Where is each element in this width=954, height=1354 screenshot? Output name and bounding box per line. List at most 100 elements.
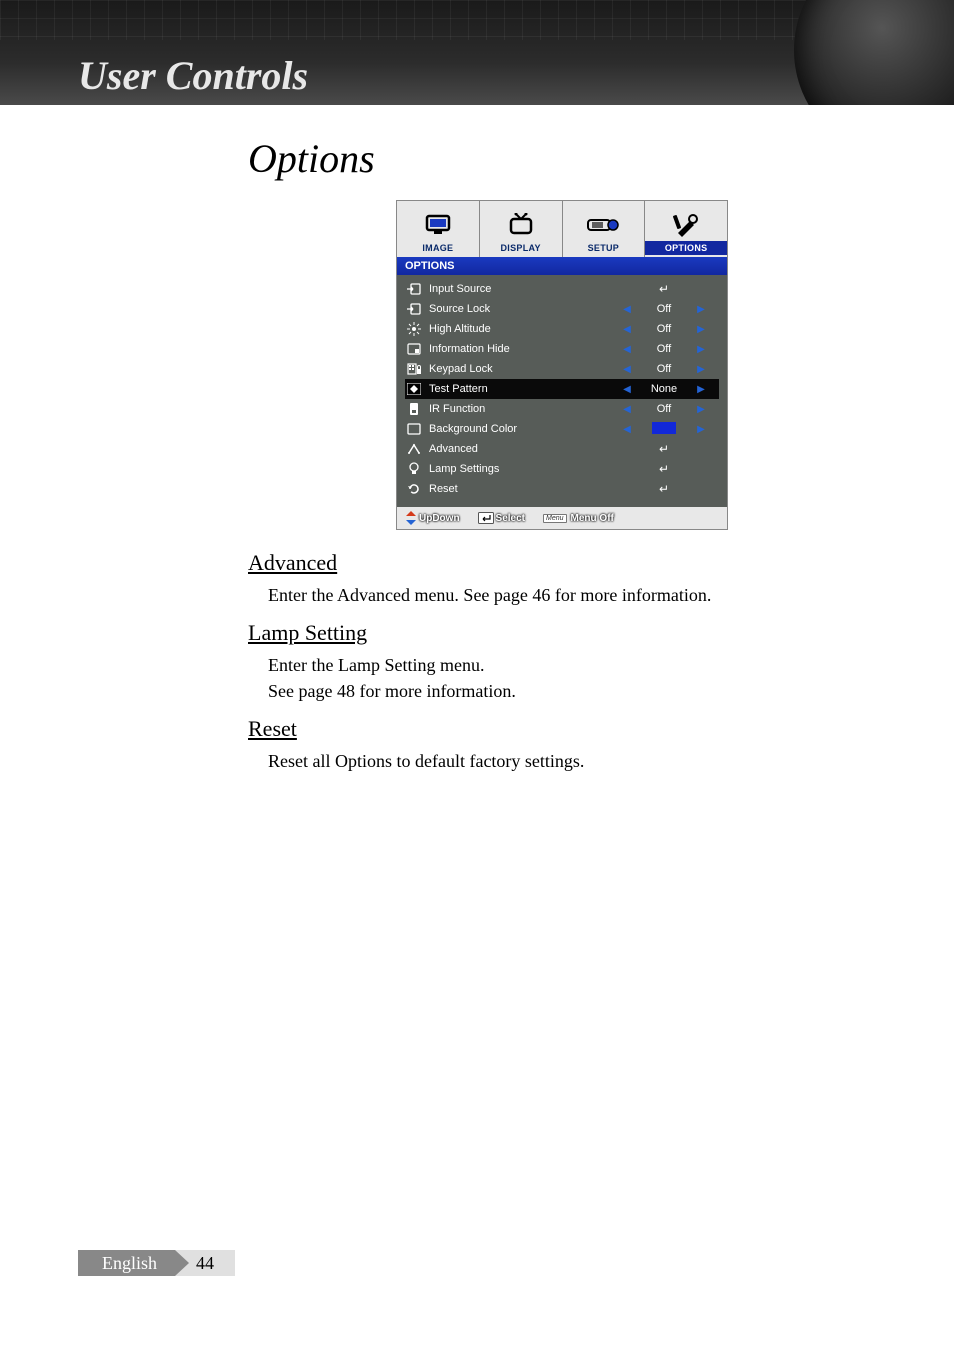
advanced-icon	[405, 442, 423, 456]
arrow-right-icon[interactable]: ▶	[696, 384, 706, 395]
osd-row-label: Information Hide	[429, 343, 609, 355]
page-header: User Controls	[0, 0, 954, 105]
subsection-title-lamp-setting: Lamp Setting	[248, 620, 876, 646]
page-footer: English 44	[78, 1250, 235, 1276]
osd-footer: UpDown Select Menu Menu Off	[397, 507, 727, 529]
tab-setup[interactable]: SETUP	[563, 201, 646, 257]
section-title: Options	[248, 135, 876, 182]
osd-row-information-hide[interactable]: Information Hide◀Off▶	[405, 339, 719, 359]
osd-row-lamp-settings[interactable]: Lamp Settings↵	[405, 459, 719, 479]
osd-row-label: Keypad Lock	[429, 363, 609, 375]
projector-icon	[586, 211, 620, 239]
lamp-settings-icon	[405, 462, 423, 476]
arrow-left-icon[interactable]: ◀	[622, 304, 632, 315]
osd-row-value: Off	[634, 343, 694, 355]
osd-row-label: Lamp Settings	[429, 463, 609, 475]
keypad-lock-icon	[405, 362, 423, 376]
arrow-left-icon[interactable]: ◀	[622, 404, 632, 415]
body-sections: AdvancedEnter the Advanced menu. See pag…	[248, 550, 876, 774]
arrow-left-icon[interactable]: ◀	[622, 424, 632, 435]
osd-row-source-lock[interactable]: Source Lock◀Off▶	[405, 299, 719, 319]
osd-row-reset[interactable]: Reset↵	[405, 479, 719, 499]
osd-row-value: Off	[634, 363, 694, 375]
background-color-icon	[405, 422, 423, 436]
tab-display-label: DISPLAY	[500, 241, 540, 255]
enter-arrow-icon: ↵	[609, 482, 719, 496]
input-source-icon	[405, 282, 423, 296]
osd-row-label: IR Function	[429, 403, 609, 415]
osd-row-value: Off	[634, 323, 694, 335]
toggle-control: ◀Off▶	[609, 403, 719, 415]
reset-icon	[405, 482, 423, 496]
osd-row-value: Off	[634, 403, 694, 415]
footer-select-label: Select	[496, 513, 525, 524]
osd-row-value: Off	[634, 303, 694, 315]
color-control: ◀▶	[609, 422, 719, 437]
footer-updown-label: UpDown	[419, 513, 460, 524]
header-title: User Controls	[78, 52, 308, 99]
footer-updown: UpDown	[405, 511, 460, 525]
osd-bar: OPTIONS	[397, 257, 727, 275]
osd-row-advanced[interactable]: Advanced↵	[405, 439, 719, 459]
toggle-control: ◀None▶	[609, 383, 719, 395]
osd-row-label: Source Lock	[429, 303, 609, 315]
arrow-right-icon[interactable]: ▶	[696, 344, 706, 355]
tv-icon	[504, 211, 538, 239]
subsection-text: Reset all Options to default factory set…	[268, 748, 876, 774]
footer-menuoff-label: Menu Off	[571, 513, 614, 524]
source-lock-icon	[405, 302, 423, 316]
osd-row-label: Background Color	[429, 423, 609, 435]
arrow-left-icon[interactable]: ◀	[622, 324, 632, 335]
osd-row-label: Reset	[429, 483, 609, 495]
arrow-left-icon[interactable]: ◀	[622, 384, 632, 395]
osd-tabs: IMAGE DISPLAY SETUP OPTIONS	[397, 201, 727, 257]
menu-box-icon: Menu	[543, 514, 567, 523]
footer-page-number: 44	[196, 1253, 214, 1274]
osd-row-label: Input Source	[429, 283, 609, 295]
toggle-control: ◀Off▶	[609, 323, 719, 335]
monitor-icon	[421, 211, 455, 239]
ir-function-icon	[405, 402, 423, 416]
tab-image-label: IMAGE	[422, 241, 453, 255]
toggle-control: ◀Off▶	[609, 303, 719, 315]
arrow-right-icon[interactable]: ▶	[696, 424, 706, 435]
enter-arrow-icon: ↵	[609, 282, 719, 296]
subsection-text: See page 48 for more information.	[268, 678, 876, 704]
osd-row-high-altitude[interactable]: High Altitude◀Off▶	[405, 319, 719, 339]
tab-image[interactable]: IMAGE	[397, 201, 480, 257]
high-altitude-icon	[405, 322, 423, 336]
enter-key-icon	[478, 512, 494, 524]
subsection-text: Enter the Advanced menu. See page 46 for…	[268, 582, 876, 608]
enter-arrow-icon: ↵	[609, 462, 719, 476]
subsection-text: Enter the Lamp Setting menu.	[268, 652, 876, 678]
tab-options[interactable]: OPTIONS	[645, 201, 727, 257]
osd-list: Input Source↵Source Lock◀Off▶High Altitu…	[397, 275, 727, 507]
footer-menu: Menu Menu Off	[543, 513, 614, 524]
osd-row-label: Test Pattern	[429, 383, 609, 395]
lens-decoration	[794, 0, 954, 105]
content: Options IMAGE DISPLAY SETUP	[0, 105, 954, 774]
color-swatch	[634, 422, 694, 437]
osd-row-test-pattern[interactable]: Test Pattern◀None▶	[405, 379, 719, 399]
footer-select: Select	[478, 512, 525, 524]
osd-menu: IMAGE DISPLAY SETUP OPTIONS OP	[396, 200, 728, 530]
footer-page-wrap: 44	[175, 1250, 235, 1276]
osd-row-value: None	[634, 383, 694, 395]
updown-icon	[405, 511, 417, 525]
toggle-control: ◀Off▶	[609, 363, 719, 375]
osd-row-ir-function[interactable]: IR Function◀Off▶	[405, 399, 719, 419]
arrow-right-icon[interactable]: ▶	[696, 304, 706, 315]
arrow-left-icon[interactable]: ◀	[622, 344, 632, 355]
arrow-right-icon[interactable]: ▶	[696, 364, 706, 375]
arrow-right-icon[interactable]: ▶	[696, 324, 706, 335]
osd-row-background-color[interactable]: Background Color◀▶	[405, 419, 719, 439]
toggle-control: ◀Off▶	[609, 343, 719, 355]
arrow-right-icon[interactable]: ▶	[696, 404, 706, 415]
tab-options-label: OPTIONS	[645, 241, 727, 255]
arrow-left-icon[interactable]: ◀	[622, 364, 632, 375]
footer-language: English	[78, 1250, 175, 1276]
osd-row-keypad-lock[interactable]: Keypad Lock◀Off▶	[405, 359, 719, 379]
tab-display[interactable]: DISPLAY	[480, 201, 563, 257]
enter-arrow-icon: ↵	[609, 442, 719, 456]
osd-row-input-source[interactable]: Input Source↵	[405, 279, 719, 299]
